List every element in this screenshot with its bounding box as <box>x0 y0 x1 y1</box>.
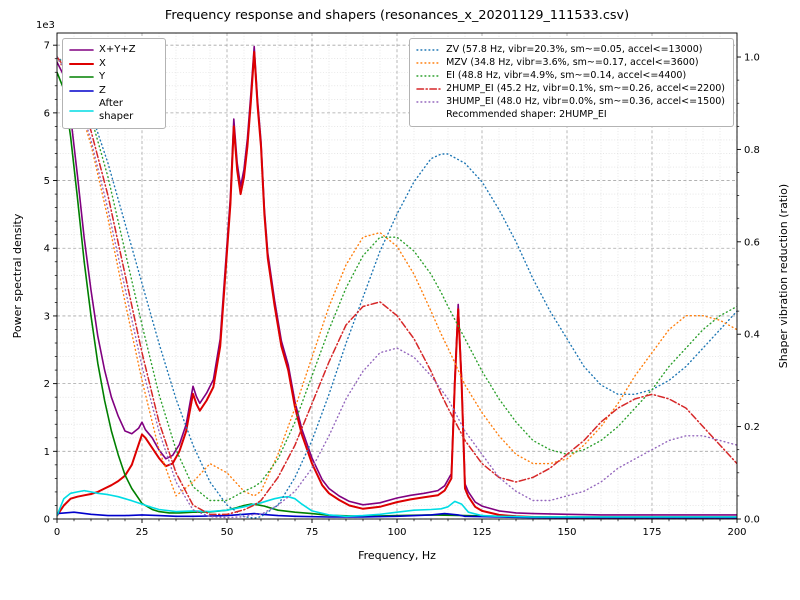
legend-label: 3HUMP_EI (48.0 Hz, vibr=0.0%, sm~=0.36, … <box>446 96 725 108</box>
series-x <box>57 51 737 519</box>
legend-shaper-item-3hump-ei: 3HUMP_EI (48.0 Hz, vibr=0.0%, sm~=0.36, … <box>416 96 725 108</box>
x-tick-label: 200 <box>727 527 746 538</box>
y-right-tick-label: 0.2 <box>744 422 760 433</box>
y-left-tick-label: 0 <box>44 515 50 526</box>
chart-title: Frequency response and shapers (resonanc… <box>164 8 630 23</box>
y-left-tick-label: 1 <box>44 447 50 458</box>
legend-shapers: ZV (57.8 Hz, vibr=20.3%, sm~=0.05, accel… <box>409 38 734 127</box>
ticks: 0 25 50 75 100 125 150 175 200 0 1 2 3 4 5 6 7 0.0 0.2 0.4 0… <box>44 41 760 538</box>
y-left-tick-label: 4 <box>44 244 50 255</box>
legend-psd-item-x: X <box>69 58 157 71</box>
y-left-tick-label: 5 <box>44 176 50 187</box>
series-after-shaper <box>57 489 737 518</box>
x-tick-label: 150 <box>557 527 576 538</box>
x-tick-label: 75 <box>306 527 319 538</box>
legend-label: MZV (34.8 Hz, vibr=3.6%, sm~=0.17, accel… <box>446 57 699 69</box>
y-left-tick-label: 7 <box>44 41 50 52</box>
legend-line-sample <box>69 49 94 52</box>
y-axis-label-left: Power spectral density <box>11 213 24 339</box>
legend-label: After shaper <box>99 98 134 122</box>
y-left-tick-label: 3 <box>44 311 50 322</box>
legend-shaper-item-2hump-ei: 2HUMP_EI (45.2 Hz, vibr=0.1%, sm~=0.26, … <box>416 83 725 95</box>
series-3hump-ei <box>57 56 737 519</box>
legend-shaper-item-mzv: MZV (34.8 Hz, vibr=3.6%, sm~=0.17, accel… <box>416 57 725 69</box>
y-right-tick-label: 0.6 <box>744 237 760 248</box>
legend-line-sample <box>416 49 441 51</box>
legend-label: 2HUMP_EI (45.2 Hz, vibr=0.1%, sm~=0.26, … <box>446 83 725 95</box>
series-ei <box>57 56 737 502</box>
legend-line-sample <box>416 62 441 64</box>
legend-line-sample <box>69 109 94 112</box>
x-tick-label: 125 <box>472 527 491 538</box>
legend-label: Y <box>99 71 106 82</box>
legend-line-sample <box>416 88 441 90</box>
y-right-tick-label: 0.0 <box>744 515 760 526</box>
legend-line-sample <box>69 76 94 79</box>
series-mzv <box>57 56 737 497</box>
x-axis-label: Frequency, Hz <box>358 549 436 562</box>
y-right-tick-label: 1.0 <box>744 53 760 64</box>
legend-label: EI (48.8 Hz, vibr=4.9%, sm~=0.14, accel<… <box>446 70 687 82</box>
legend-label: X <box>99 57 106 69</box>
legend-shaper-item-zv: ZV (57.8 Hz, vibr=20.3%, sm~=0.05, accel… <box>416 44 725 56</box>
y-right-tick-label: 0.4 <box>744 330 760 341</box>
series-group <box>57 45 737 519</box>
legend-label: Z <box>99 84 106 96</box>
x-tick-label: 0 <box>54 527 60 538</box>
x-tick-label: 175 <box>642 527 661 538</box>
legend-psd-item-x-y-z: X+Y+Z <box>69 44 157 57</box>
legend-label: X+Y+Z <box>99 44 136 55</box>
legend-line-sample <box>69 62 94 65</box>
legend-recommended-shaper-note: Recommended shaper: 2HUMP_EI <box>416 109 725 121</box>
y-left-tick-label: 6 <box>44 108 50 119</box>
legend-line-sample <box>69 89 94 92</box>
x-tick-label: 50 <box>221 527 234 538</box>
x-tick-label: 100 <box>387 527 406 538</box>
legend-psd: X+Y+Z X Y Z After shaper <box>62 38 166 129</box>
legend-psd-item-after-shaper: After shaper <box>69 98 157 123</box>
x-tick-label: 25 <box>136 527 149 538</box>
legend-label: Recommended shaper: 2HUMP_EI <box>446 109 607 120</box>
legend-line-sample <box>416 101 441 103</box>
y-axis-multiplier: 1e3 <box>36 20 55 31</box>
legend-shaper-item-ei: EI (48.8 Hz, vibr=4.9%, sm~=0.14, accel<… <box>416 70 725 82</box>
y-axis-label-right: Shaper vibration reduction (ratio) <box>777 183 790 369</box>
series-zv <box>57 56 737 519</box>
legend-psd-item-z: Z <box>69 85 157 98</box>
legend-psd-item-y: Y <box>69 71 157 84</box>
y-right-tick-label: 0.8 <box>744 145 760 156</box>
y-left-tick-label: 2 <box>44 379 50 390</box>
series-2hump-ei <box>57 56 737 516</box>
legend-label: ZV (57.8 Hz, vibr=20.3%, sm~=0.05, accel… <box>446 44 703 56</box>
legend-line-sample <box>416 75 441 77</box>
